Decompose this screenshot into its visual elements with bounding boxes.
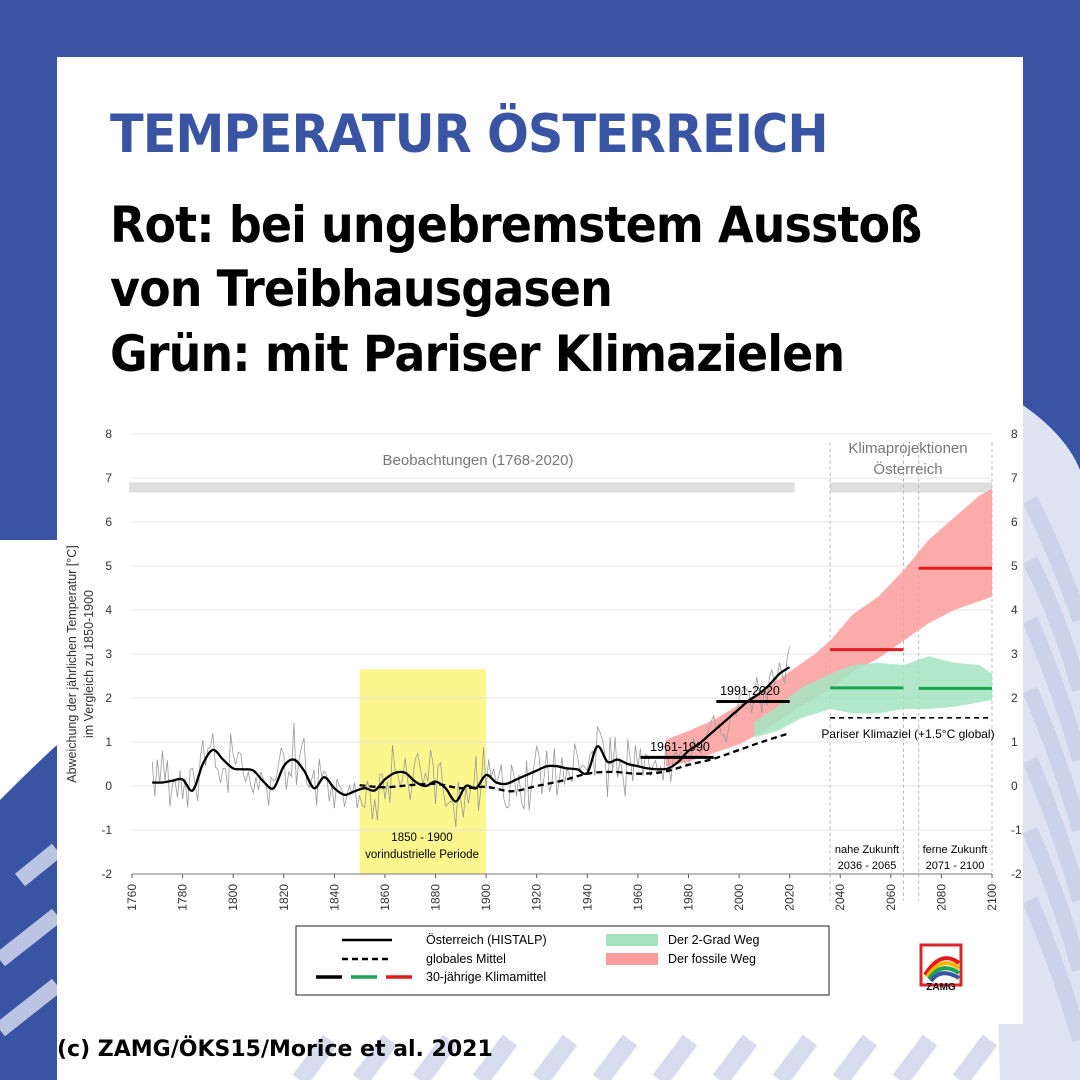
far-future-label-line2: 2071 - 2100 [926, 860, 985, 872]
subtitle-line-3: Grün: mit Pariser Klimazielen [110, 325, 845, 383]
x-tick-1920: 1920 [530, 884, 544, 911]
y-tick-left-4: 4 [105, 603, 112, 617]
far-future-label-line1: ferne Zukunft [923, 844, 988, 856]
y-tick-left-3: 3 [105, 647, 112, 661]
x-tick-1840: 1840 [327, 884, 341, 911]
y-tick-right-3: 3 [1011, 647, 1018, 661]
y-tick-left-7: 7 [105, 471, 112, 485]
x-tick-2100: 2100 [985, 884, 999, 911]
y-tick-left-1: 1 [105, 735, 112, 749]
subtitle-line-1: Rot: bei ungebremstem Ausstoß [110, 196, 922, 254]
legend-label-two-degree: Der 2-Grad Weg [668, 933, 760, 947]
y-tick-right-0: 0 [1011, 779, 1018, 793]
observation-period-bar [129, 482, 795, 493]
y-tick-right-1: 1 [1011, 735, 1018, 749]
y-tick-left-2: 2 [105, 691, 112, 705]
legend-label-fossil: Der fossile Weg [668, 952, 756, 966]
y-tick-right--2: -2 [1011, 867, 1022, 881]
projection-period-bar [830, 482, 992, 493]
observations-label: Beobachtungen (1768-2020) [383, 452, 574, 469]
x-tick-1900: 1900 [479, 884, 493, 911]
temperature-chart: -2 -2 -1 -1 0 0 1 1 2 2 3 3 4 4 5 5 6 6 7 7 8 8 1760 1780 1800 18… [57, 422, 1023, 1022]
y-tick-left-6: 6 [105, 515, 112, 529]
logo-text: ZAMG [926, 982, 956, 991]
zamg-logo: ZAMG [919, 943, 963, 991]
preindustrial-label-line1: 1850 - 1900 [391, 832, 452, 844]
x-tick-1820: 1820 [277, 884, 291, 911]
legend-label-histalp: Österreich (HISTALP) [426, 933, 547, 947]
fossil-path-band [665, 489, 992, 767]
x-tick-2000: 2000 [732, 884, 746, 911]
legend-label-global: globales Mittel [426, 952, 506, 966]
y-tick-left-8: 8 [105, 427, 112, 441]
x-tick-2060: 2060 [884, 884, 898, 911]
x-tick-2080: 2080 [934, 884, 948, 911]
x-tick-2020: 2020 [783, 884, 797, 911]
x-tick-1800: 1800 [226, 884, 240, 911]
y-axis-label-2: im Vergleich zu 1850-1900 [82, 590, 96, 738]
y-tick-left-0: 0 [105, 779, 112, 793]
y-tick-right-7: 7 [1011, 471, 1018, 485]
y-tick-left-5: 5 [105, 559, 112, 573]
x-tick-1780: 1780 [176, 884, 190, 911]
x-tick-2040: 2040 [833, 884, 847, 911]
page-title: TEMPERATUR ÖSTERREICH [110, 104, 829, 165]
legend-box [295, 925, 830, 996]
x-tick-1860: 1860 [378, 884, 392, 911]
subtitle-line-2: von Treibhausgasen [110, 260, 613, 318]
credit-line: (c) ZAMG/ÖKS15/Morice et al. 2021 [57, 1037, 493, 1062]
near-future-label-line1: nahe Zukunft [835, 844, 899, 856]
paris-target-label: Pariser Klimaziel (+1.5°C global) [821, 727, 994, 741]
preindustrial-label-line2: vorindustrielle Periode [365, 849, 479, 861]
global-mean-line [359, 732, 790, 793]
x-tick-1960: 1960 [631, 884, 645, 911]
y-tick-right-5: 5 [1011, 559, 1018, 573]
y-tick-right-8: 8 [1011, 427, 1018, 441]
near-future-label-line2: 2036 - 2065 [838, 860, 897, 872]
y-tick-right--1: -1 [1011, 823, 1022, 837]
y-axis-label: Abweichung der jährlichen Temperatur [°C… [65, 545, 79, 783]
y-tick-right-4: 4 [1011, 603, 1018, 617]
mean-1991-2020-label: 1991-2020 [720, 684, 780, 698]
mean-1961-1990-label: 1961-1990 [650, 740, 710, 754]
x-tick-1880: 1880 [429, 884, 443, 911]
y-tick-right-6: 6 [1011, 515, 1018, 529]
legend-green-swatch [606, 934, 658, 946]
two-degree-band [754, 656, 992, 738]
y-tick-left--1: -1 [101, 823, 112, 837]
projections-label-line2: Österreich [873, 460, 942, 478]
legend-label-means: 30-jährige Klimamittel [426, 970, 546, 984]
y-tick-right-2: 2 [1011, 691, 1018, 705]
preindustrial-region [359, 669, 487, 874]
projections-label-line1: Klimaprojektionen [848, 440, 967, 457]
x-tick-1940: 1940 [580, 884, 594, 911]
legend-red-swatch [606, 953, 658, 965]
x-tick-1980: 1980 [681, 884, 695, 911]
y-tick-left--2: -2 [101, 867, 112, 881]
x-tick-1760: 1760 [125, 884, 139, 911]
